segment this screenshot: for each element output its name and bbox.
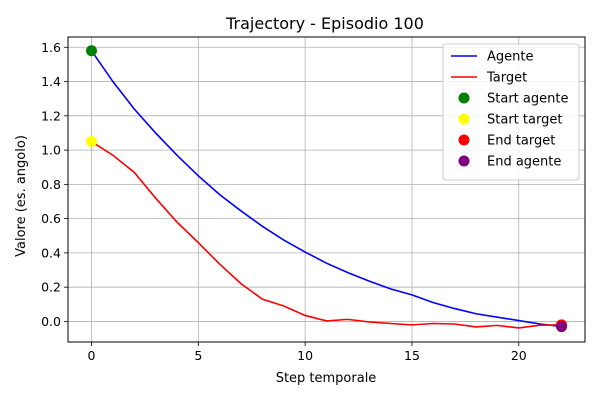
legend: Agente Target Start agente Start target End … xyxy=(442,43,580,181)
legend-label: Agente xyxy=(487,50,533,65)
legend-swatch-marker xyxy=(458,134,470,146)
x-tick-label: 20 xyxy=(511,348,527,363)
chart-title: Trajectory - Episodio 100 xyxy=(225,14,424,33)
y-tick-label: 1.0 xyxy=(41,143,61,158)
plot-frame xyxy=(67,36,586,343)
legend-label: End target xyxy=(487,134,555,149)
y-axis-label: Valore (es. angolo) xyxy=(14,135,29,257)
marker-start-target xyxy=(86,136,97,148)
series-line-target xyxy=(91,140,562,329)
legend-swatch-marker xyxy=(458,155,470,167)
series-lines xyxy=(90,50,562,329)
y-tick-label: 1.2 xyxy=(41,108,61,123)
x-tick-label: 15 xyxy=(404,348,420,363)
y-tick-label: 1.4 xyxy=(41,74,61,89)
marker-end-agente xyxy=(556,321,567,333)
x-tick-label: 0 xyxy=(88,348,96,363)
x-tick-label: 5 xyxy=(194,348,202,363)
series-line-agente xyxy=(90,50,562,328)
y-tick-label: 1.6 xyxy=(41,40,61,55)
y-tick-label: 0.8 xyxy=(41,177,61,192)
y-tick-label: 0.4 xyxy=(41,245,61,260)
legend-label: End agente xyxy=(487,155,561,170)
legend-box xyxy=(442,43,580,181)
marker-start-agente xyxy=(86,45,97,57)
legend-label: Target xyxy=(486,71,527,86)
legend-swatch-marker xyxy=(458,113,470,125)
legend-label: Start target xyxy=(487,113,562,128)
x-tick-label: 10 xyxy=(297,348,313,363)
y-tick-label: 0.2 xyxy=(41,280,61,295)
legend-label: Start agente xyxy=(487,92,568,107)
y-tick-label: 0.0 xyxy=(41,314,61,329)
x-axis-label: Step temporale xyxy=(276,371,377,386)
markers xyxy=(86,45,567,333)
axis-ticks: 0 5 10 15 20 0.0 0.2 0.4 0.6 0.8 1.0 1.2 1.4 1.6 xyxy=(41,40,527,363)
y-tick-label: 0.6 xyxy=(41,211,61,226)
legend-swatch-marker xyxy=(458,92,470,104)
